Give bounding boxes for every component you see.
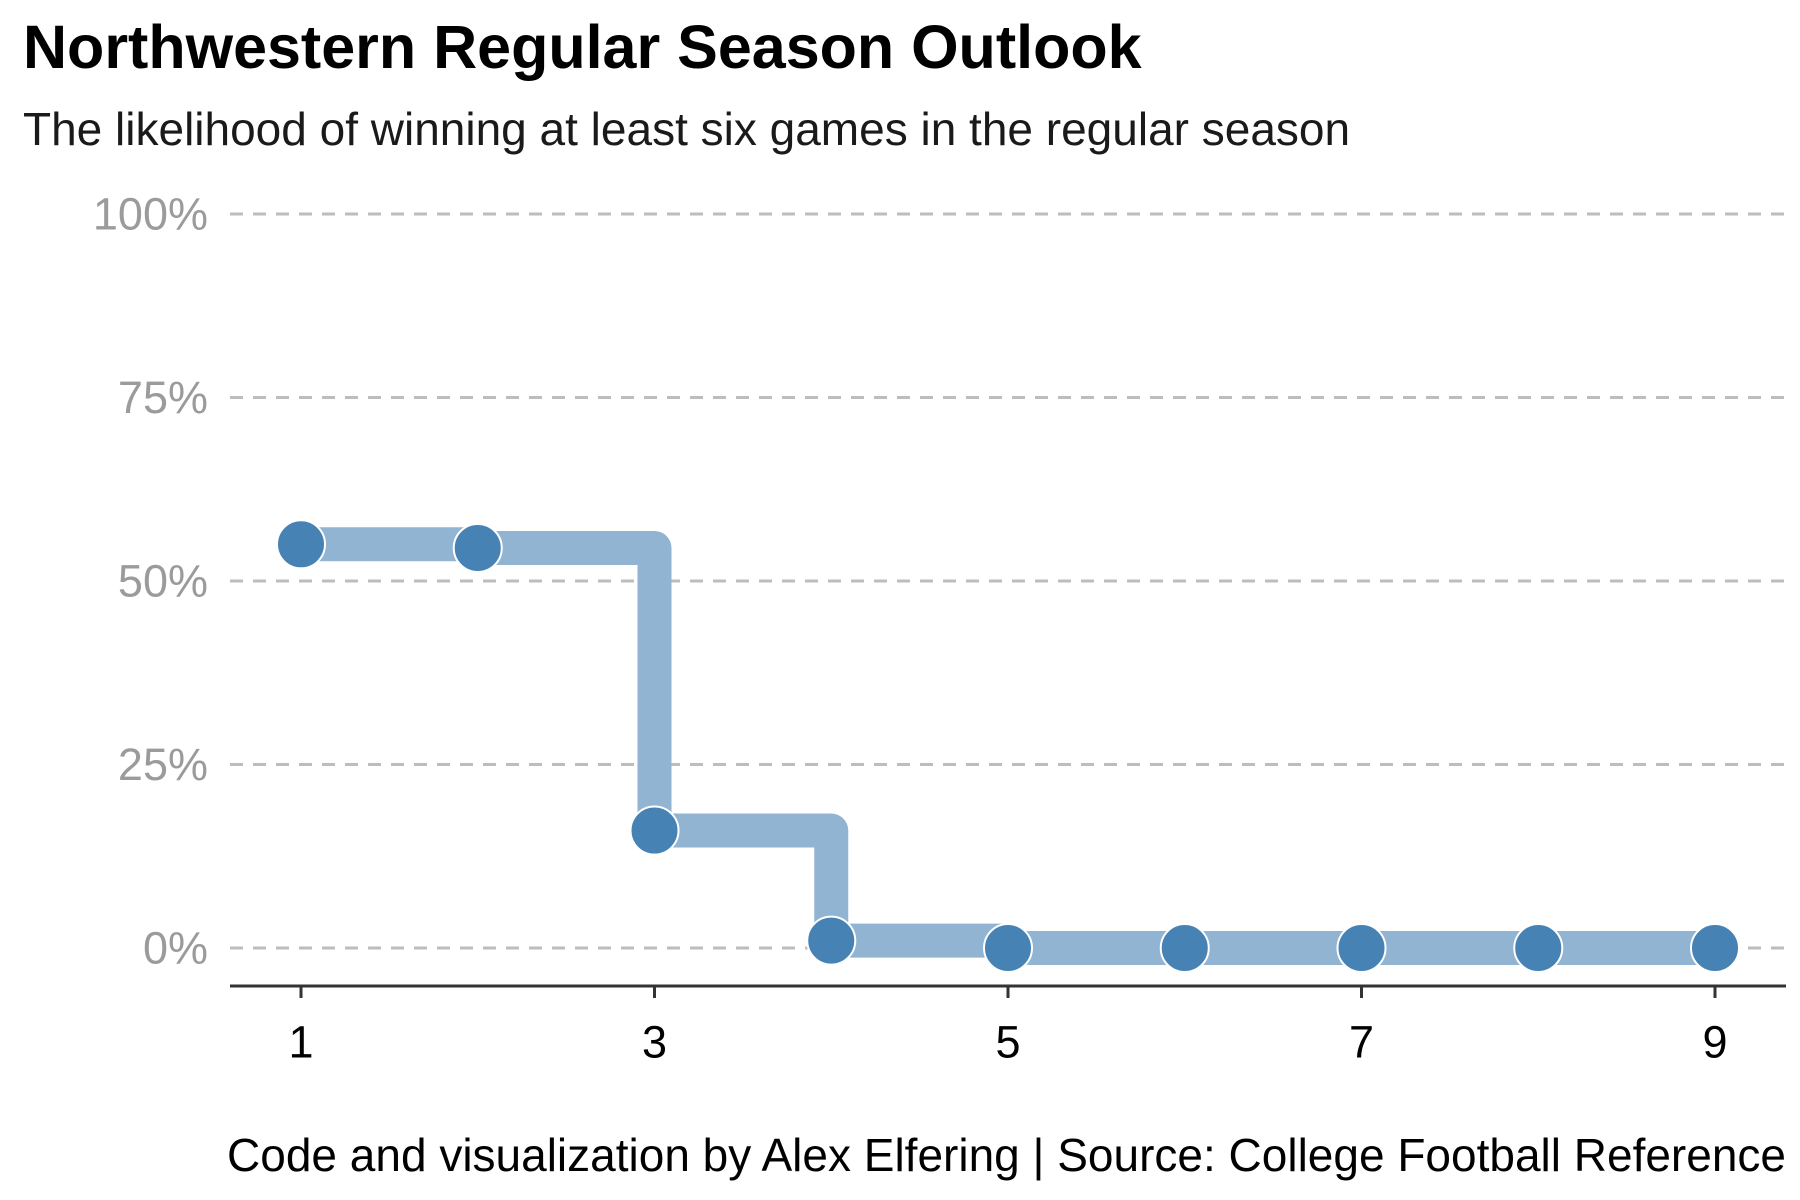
y-tick-label: 50% xyxy=(118,556,208,607)
x-tick-label: 7 xyxy=(1349,1017,1374,1068)
y-tick-label: 25% xyxy=(118,739,208,790)
x-tick-label: 9 xyxy=(1702,1017,1727,1068)
chart-subtitle: The likelihood of winning at least six g… xyxy=(23,103,1351,155)
data-points xyxy=(276,519,1740,973)
y-axis-ticks: 0% 25% 50% 75% 100% xyxy=(93,189,208,974)
chart-caption: Code and visualization by Alex Elfering … xyxy=(227,1129,1786,1181)
y-tick-label: 75% xyxy=(118,372,208,423)
step-line-series xyxy=(284,527,1732,965)
grid-lines xyxy=(230,212,1786,950)
y-tick-label: 0% xyxy=(143,923,208,974)
chart-title: Northwestern Regular Season Outlook xyxy=(23,13,1142,81)
data-point xyxy=(452,522,503,573)
data-point xyxy=(1336,923,1387,973)
data-point xyxy=(806,915,857,966)
data-point xyxy=(1690,923,1740,973)
data-point xyxy=(629,805,680,856)
x-tick-label: 1 xyxy=(288,1017,313,1068)
step-line xyxy=(284,527,1732,965)
data-point xyxy=(1513,923,1564,973)
data-point xyxy=(983,923,1033,973)
x-tick-label: 5 xyxy=(995,1017,1020,1068)
data-point xyxy=(276,519,326,570)
y-tick-label: 100% xyxy=(93,189,208,240)
data-point xyxy=(1159,923,1210,973)
x-tick-label: 3 xyxy=(642,1017,667,1068)
x-axis-ticks: 1 3 5 7 9 xyxy=(288,986,1728,1068)
